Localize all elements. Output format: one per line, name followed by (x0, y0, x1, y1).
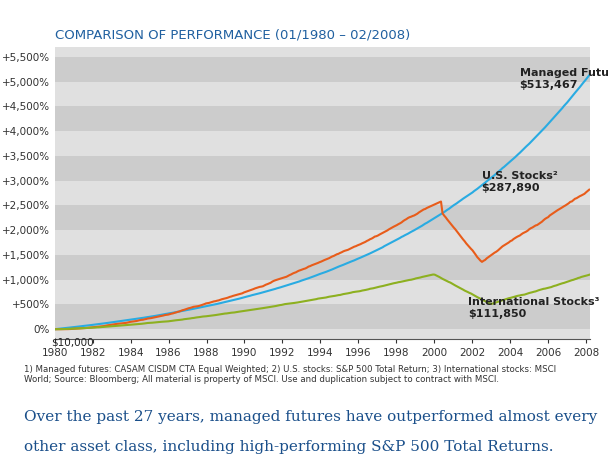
Text: Managed Futures¹
$513,467: Managed Futures¹ $513,467 (520, 68, 608, 90)
Text: COMPARISON OF PERFORMANCE (01/1980 – 02/2008): COMPARISON OF PERFORMANCE (01/1980 – 02/… (55, 29, 410, 42)
Bar (55, 304, 590, 329)
Text: 1) Managed futures: CASAM CISDM CTA Equal Weighted; 2) U.S. stocks: S&P 500 Tota: 1) Managed futures: CASAM CISDM CTA Equa… (24, 365, 556, 384)
Text: International Stocks³
$111,850: International Stocks³ $111,850 (468, 297, 600, 319)
Bar (55, 205, 590, 230)
Text: Over the past 27 years, managed futures have outperformed almost every: Over the past 27 years, managed futures … (24, 410, 598, 424)
Bar (55, 255, 590, 280)
Bar (55, 230, 590, 255)
Bar (55, 57, 590, 82)
Bar (55, 181, 590, 205)
Text: other asset class, including high-performing S&P 500 Total Returns.: other asset class, including high-perfor… (24, 440, 554, 455)
Text: $10,000: $10,000 (51, 337, 94, 347)
Bar (55, 156, 590, 181)
Bar (55, 106, 590, 131)
Bar (55, 82, 590, 106)
Bar (55, 280, 590, 304)
Bar (55, 131, 590, 156)
Text: U.S. Stocks²
$287,890: U.S. Stocks² $287,890 (482, 171, 558, 193)
